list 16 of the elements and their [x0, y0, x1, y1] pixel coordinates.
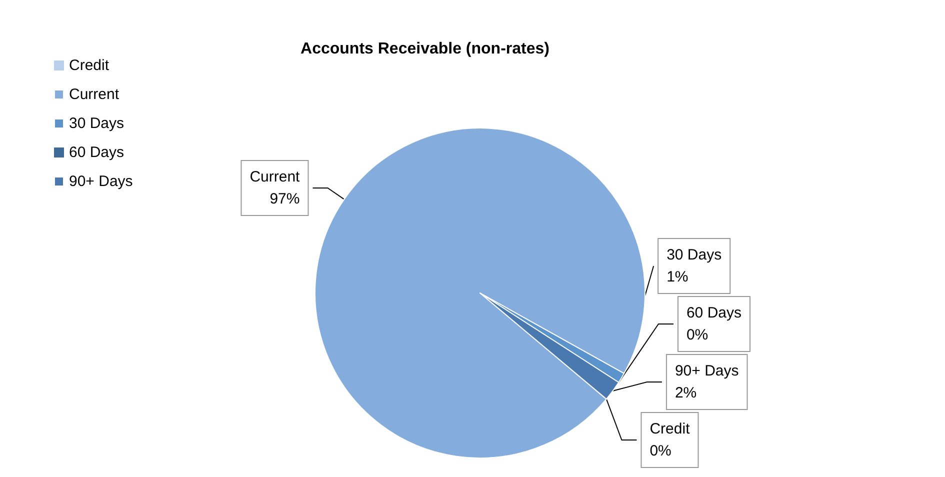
data-label: 2% [674, 384, 697, 402]
slice-label: Current [250, 168, 301, 186]
legend-label: Current [69, 86, 120, 103]
text: 0% [686, 326, 708, 344]
data-label: 1% [666, 268, 688, 286]
slice-label: 90+ Days [674, 362, 739, 380]
category-label: 60 Days [686, 304, 742, 322]
legend-label: 30 Days [69, 115, 124, 132]
legend-label: 90+ Days [69, 173, 133, 190]
category-label: Credit [650, 420, 690, 438]
legend-label: Credit [69, 57, 110, 74]
chart-title: Accounts Receivable (non-rates) [300, 40, 550, 58]
legend-label: 60 Days [69, 144, 124, 161]
slice-label: 30 Days [666, 246, 722, 264]
text: 0% [650, 442, 672, 460]
data-label: 97% [270, 190, 300, 208]
